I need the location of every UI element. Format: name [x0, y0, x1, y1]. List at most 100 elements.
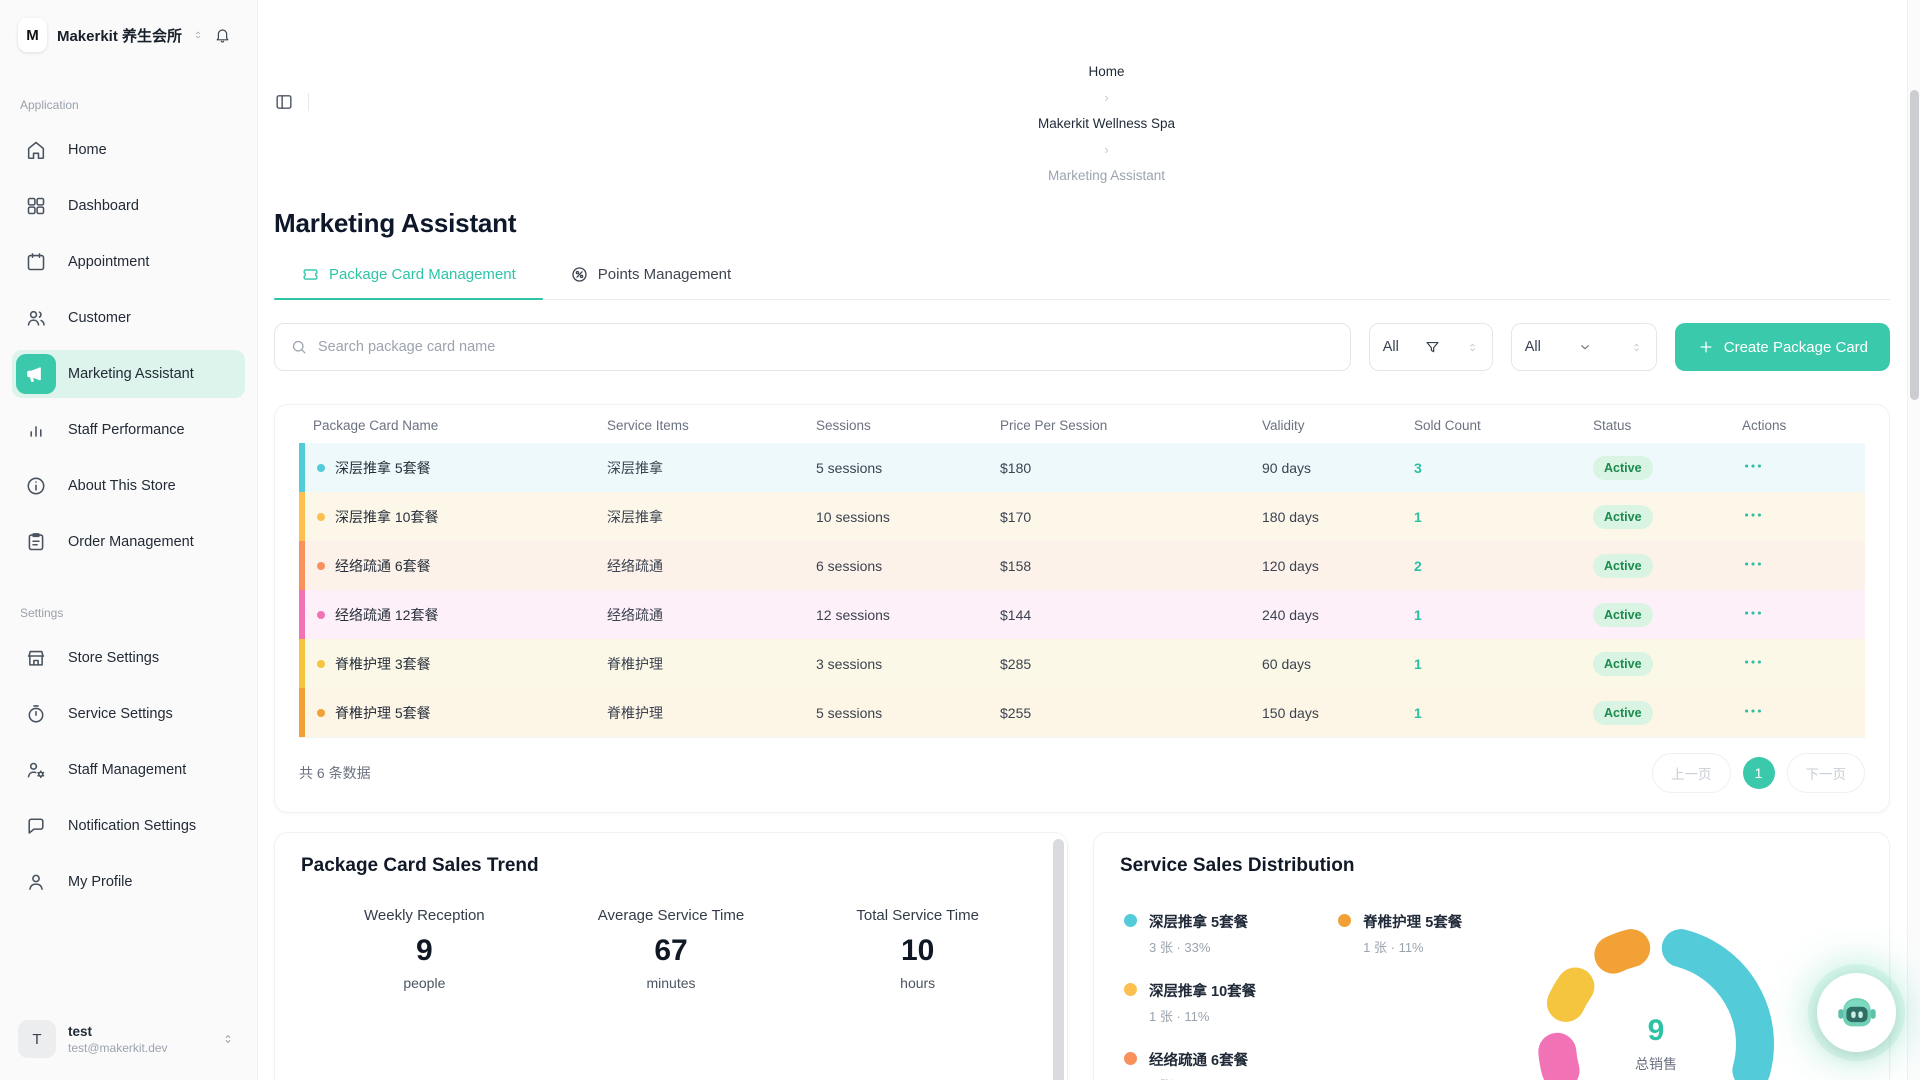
breadcrumb-home[interactable]: Home — [1088, 64, 1125, 79]
sidebar-item-dashboard[interactable]: Dashboard — [12, 182, 245, 230]
user-gear-icon — [16, 750, 56, 790]
status-filter-value: All — [1382, 339, 1399, 355]
sessions: 5 sessions — [816, 459, 883, 476]
sidebar-item-service-settings[interactable]: Service Settings — [12, 690, 245, 738]
validity: 180 days — [1262, 508, 1319, 525]
chevron-down-icon — [1577, 339, 1593, 355]
create-button-label: Create Package Card — [1723, 338, 1868, 356]
panel-left-icon[interactable] — [274, 92, 294, 112]
donut-chart: 9 总销售 — [1531, 919, 1781, 1080]
type-filter-select[interactable]: All — [1510, 323, 1657, 371]
sidebar-item-about-this-store[interactable]: About This Store — [12, 462, 245, 510]
sales-trend-card: Package Card Sales Trend Weekly Receptio… — [274, 832, 1068, 1080]
sold-count: 2 — [1414, 557, 1422, 574]
prev-page-button[interactable]: 上一页 — [1652, 753, 1731, 793]
tab-package-card-management[interactable]: Package Card Management — [274, 265, 543, 300]
service-items: 经络疏通 — [607, 606, 663, 623]
sidebar-item-marketing-assistant[interactable]: Marketing Assistant — [12, 350, 245, 398]
table-row[interactable]: 深层推拿 10套餐 深层推拿 10 sessions $170 180 days… — [299, 492, 1865, 541]
status-filter-select[interactable]: All — [1368, 323, 1493, 371]
sidebar-item-my-profile[interactable]: My Profile — [12, 858, 245, 906]
trend-stats: Weekly Reception 9 people Average Servic… — [301, 907, 1041, 991]
chevrons-updown-icon — [1630, 341, 1643, 354]
status-badge: Active — [1593, 651, 1653, 676]
service-items: 深层推拿 — [607, 459, 663, 476]
donut-segment — [1538, 926, 1774, 1080]
sidebar-item-order-management[interactable]: Order Management — [12, 518, 245, 566]
sessions: 12 sessions — [816, 606, 890, 623]
column-header: Sold Count — [1414, 418, 1481, 433]
legend-detail: 1 张 · 11% — [1363, 940, 1424, 955]
row-color-dot — [317, 659, 325, 668]
clipboard-icon — [16, 522, 56, 562]
validity: 90 days — [1262, 459, 1312, 476]
chevrons-updown-icon — [221, 1032, 235, 1046]
validity: 120 days — [1262, 557, 1319, 574]
table-row[interactable]: 脊椎护理 3套餐 脊椎护理 3 sessions $285 60 days 1 … — [299, 639, 1865, 688]
more-horizontal-icon[interactable] — [1742, 651, 1764, 673]
legend-color-dot — [1124, 914, 1137, 927]
breadcrumb: Home › Makerkit Wellness Spa › Marketing… — [323, 64, 1890, 183]
donut-segment — [1538, 926, 1774, 1080]
scrollbar-thumb[interactable] — [1910, 90, 1919, 400]
row-color-dot — [317, 708, 325, 717]
table-header: Package Card Name Service Items Sessions… — [299, 405, 1865, 443]
sidebar-item-customer[interactable]: Customer — [12, 294, 245, 342]
info-icon — [16, 466, 56, 506]
workspace-selector[interactable]: M Makerkit 养生会所 — [12, 16, 245, 54]
workspace-name: Makerkit 养生会所 — [56, 27, 183, 45]
legend-name: 深层推拿 5套餐 — [1149, 915, 1249, 931]
more-horizontal-icon[interactable] — [1742, 700, 1764, 722]
stat-total-service-time: Total Service Time 10 hours — [856, 907, 979, 991]
funnel-icon — [1424, 339, 1441, 356]
sidebar-item-staff-management[interactable]: Staff Management — [12, 746, 245, 794]
breadcrumb-store[interactable]: Makerkit Wellness Spa — [1037, 116, 1176, 131]
legend-detail: 3 张 · 33% — [1149, 940, 1211, 955]
price-per-session: $158 — [1000, 557, 1032, 574]
chatbot-button[interactable] — [1817, 973, 1896, 1052]
bell-icon[interactable] — [214, 25, 231, 45]
more-horizontal-icon[interactable] — [1742, 602, 1764, 624]
table-row[interactable]: 经络疏通 12套餐 经络疏通 12 sessions $144 240 days… — [299, 590, 1865, 639]
donut-segment — [1538, 926, 1774, 1080]
sessions: 10 sessions — [816, 508, 890, 525]
table-row[interactable]: 经络疏通 6套餐 经络疏通 6 sessions $158 120 days 2… — [299, 541, 1865, 590]
sidebar-item-notification-settings[interactable]: Notification Settings — [12, 802, 245, 850]
tab-label: Package Card Management — [329, 266, 516, 283]
package-card-name: 经络疏通 12套餐 — [335, 606, 439, 623]
toolbar: All All Create Package Card — [274, 323, 1890, 371]
coins-icon — [570, 265, 589, 284]
more-horizontal-icon[interactable] — [1742, 455, 1764, 477]
price-per-session: $144 — [1000, 606, 1032, 623]
breadcrumb-current: Marketing Assistant — [1047, 168, 1166, 183]
column-header: Price Per Session — [1000, 418, 1108, 433]
tab-points-management[interactable]: Points Management — [543, 265, 758, 299]
more-horizontal-icon[interactable] — [1742, 553, 1764, 575]
sidebar-item-appointment[interactable]: Appointment — [12, 238, 245, 286]
sessions: 3 sessions — [816, 655, 883, 672]
plus-icon — [1697, 338, 1715, 356]
page-title: Marketing Assistant — [274, 208, 517, 238]
validity: 240 days — [1262, 606, 1319, 623]
package-card-name: 脊椎护理 5套餐 — [335, 704, 431, 721]
table-row[interactable]: 脊椎护理 5套餐 脊椎护理 5 sessions $255 150 days 1… — [299, 688, 1865, 737]
sidebar-item-home[interactable]: Home — [12, 126, 245, 174]
donut-segment — [1538, 926, 1774, 1080]
divider — [308, 92, 309, 111]
user-email: test@makerkit.dev — [68, 1040, 168, 1055]
robot-icon — [1837, 997, 1876, 1026]
column-header: Package Card Name — [313, 418, 439, 433]
card-scrollbar[interactable] — [1053, 839, 1064, 1080]
validity: 60 days — [1262, 655, 1312, 672]
search-input[interactable] — [318, 339, 1335, 355]
table-row[interactable]: 深层推拿 5套餐 深层推拿 5 sessions $180 90 days 3 … — [299, 443, 1865, 492]
next-page-button[interactable]: 下一页 — [1786, 753, 1865, 793]
create-package-card-button[interactable]: Create Package Card — [1674, 323, 1890, 371]
page-scrollbar[interactable] — [1907, 0, 1920, 1080]
sold-count: 1 — [1414, 655, 1422, 672]
sidebar-item-store-settings[interactable]: Store Settings — [12, 634, 245, 682]
more-horizontal-icon[interactable] — [1742, 504, 1764, 526]
current-page-button[interactable]: 1 — [1742, 757, 1775, 789]
sidebar-item-staff-performance[interactable]: Staff Performance — [12, 406, 245, 454]
user-menu[interactable]: T test test@makerkit.dev — [12, 1014, 245, 1064]
